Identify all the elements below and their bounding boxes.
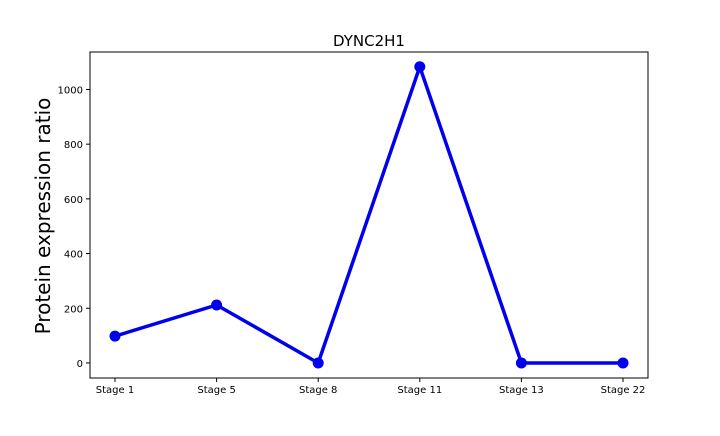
x-tick-label: Stage 8 [299, 385, 337, 396]
y-tick-label: 200 [64, 304, 83, 315]
plot-frame [89, 51, 649, 379]
x-tick-label: Stage 5 [197, 385, 235, 396]
plot-area: 0 200 400 600 800 1000 Stage 1 Stage 5 Stage 8 St… [58, 61, 646, 396]
x-tick-label: Stage 13 [499, 385, 544, 396]
x-tick-label: Stage 1 [96, 385, 134, 396]
y-tick-label: 600 [64, 195, 83, 206]
y-tick-label: 0 [77, 359, 83, 370]
data-point [617, 357, 629, 369]
y-axis-label: Protein expression ratio [31, 98, 55, 335]
data-point [515, 357, 527, 369]
chart-title: DYNC2H1 [333, 32, 405, 50]
series-line [114, 61, 623, 366]
y-tick-label: 800 [64, 140, 83, 151]
data-point [312, 357, 324, 369]
x-tick-label: Stage 11 [397, 385, 442, 396]
x-tick-label: Stage 22 [601, 385, 646, 396]
data-point [109, 330, 121, 342]
data-point [414, 61, 426, 73]
data-point [211, 299, 223, 311]
y-tick-label: 400 [64, 250, 83, 261]
y-tick-label: 1000 [58, 85, 83, 96]
